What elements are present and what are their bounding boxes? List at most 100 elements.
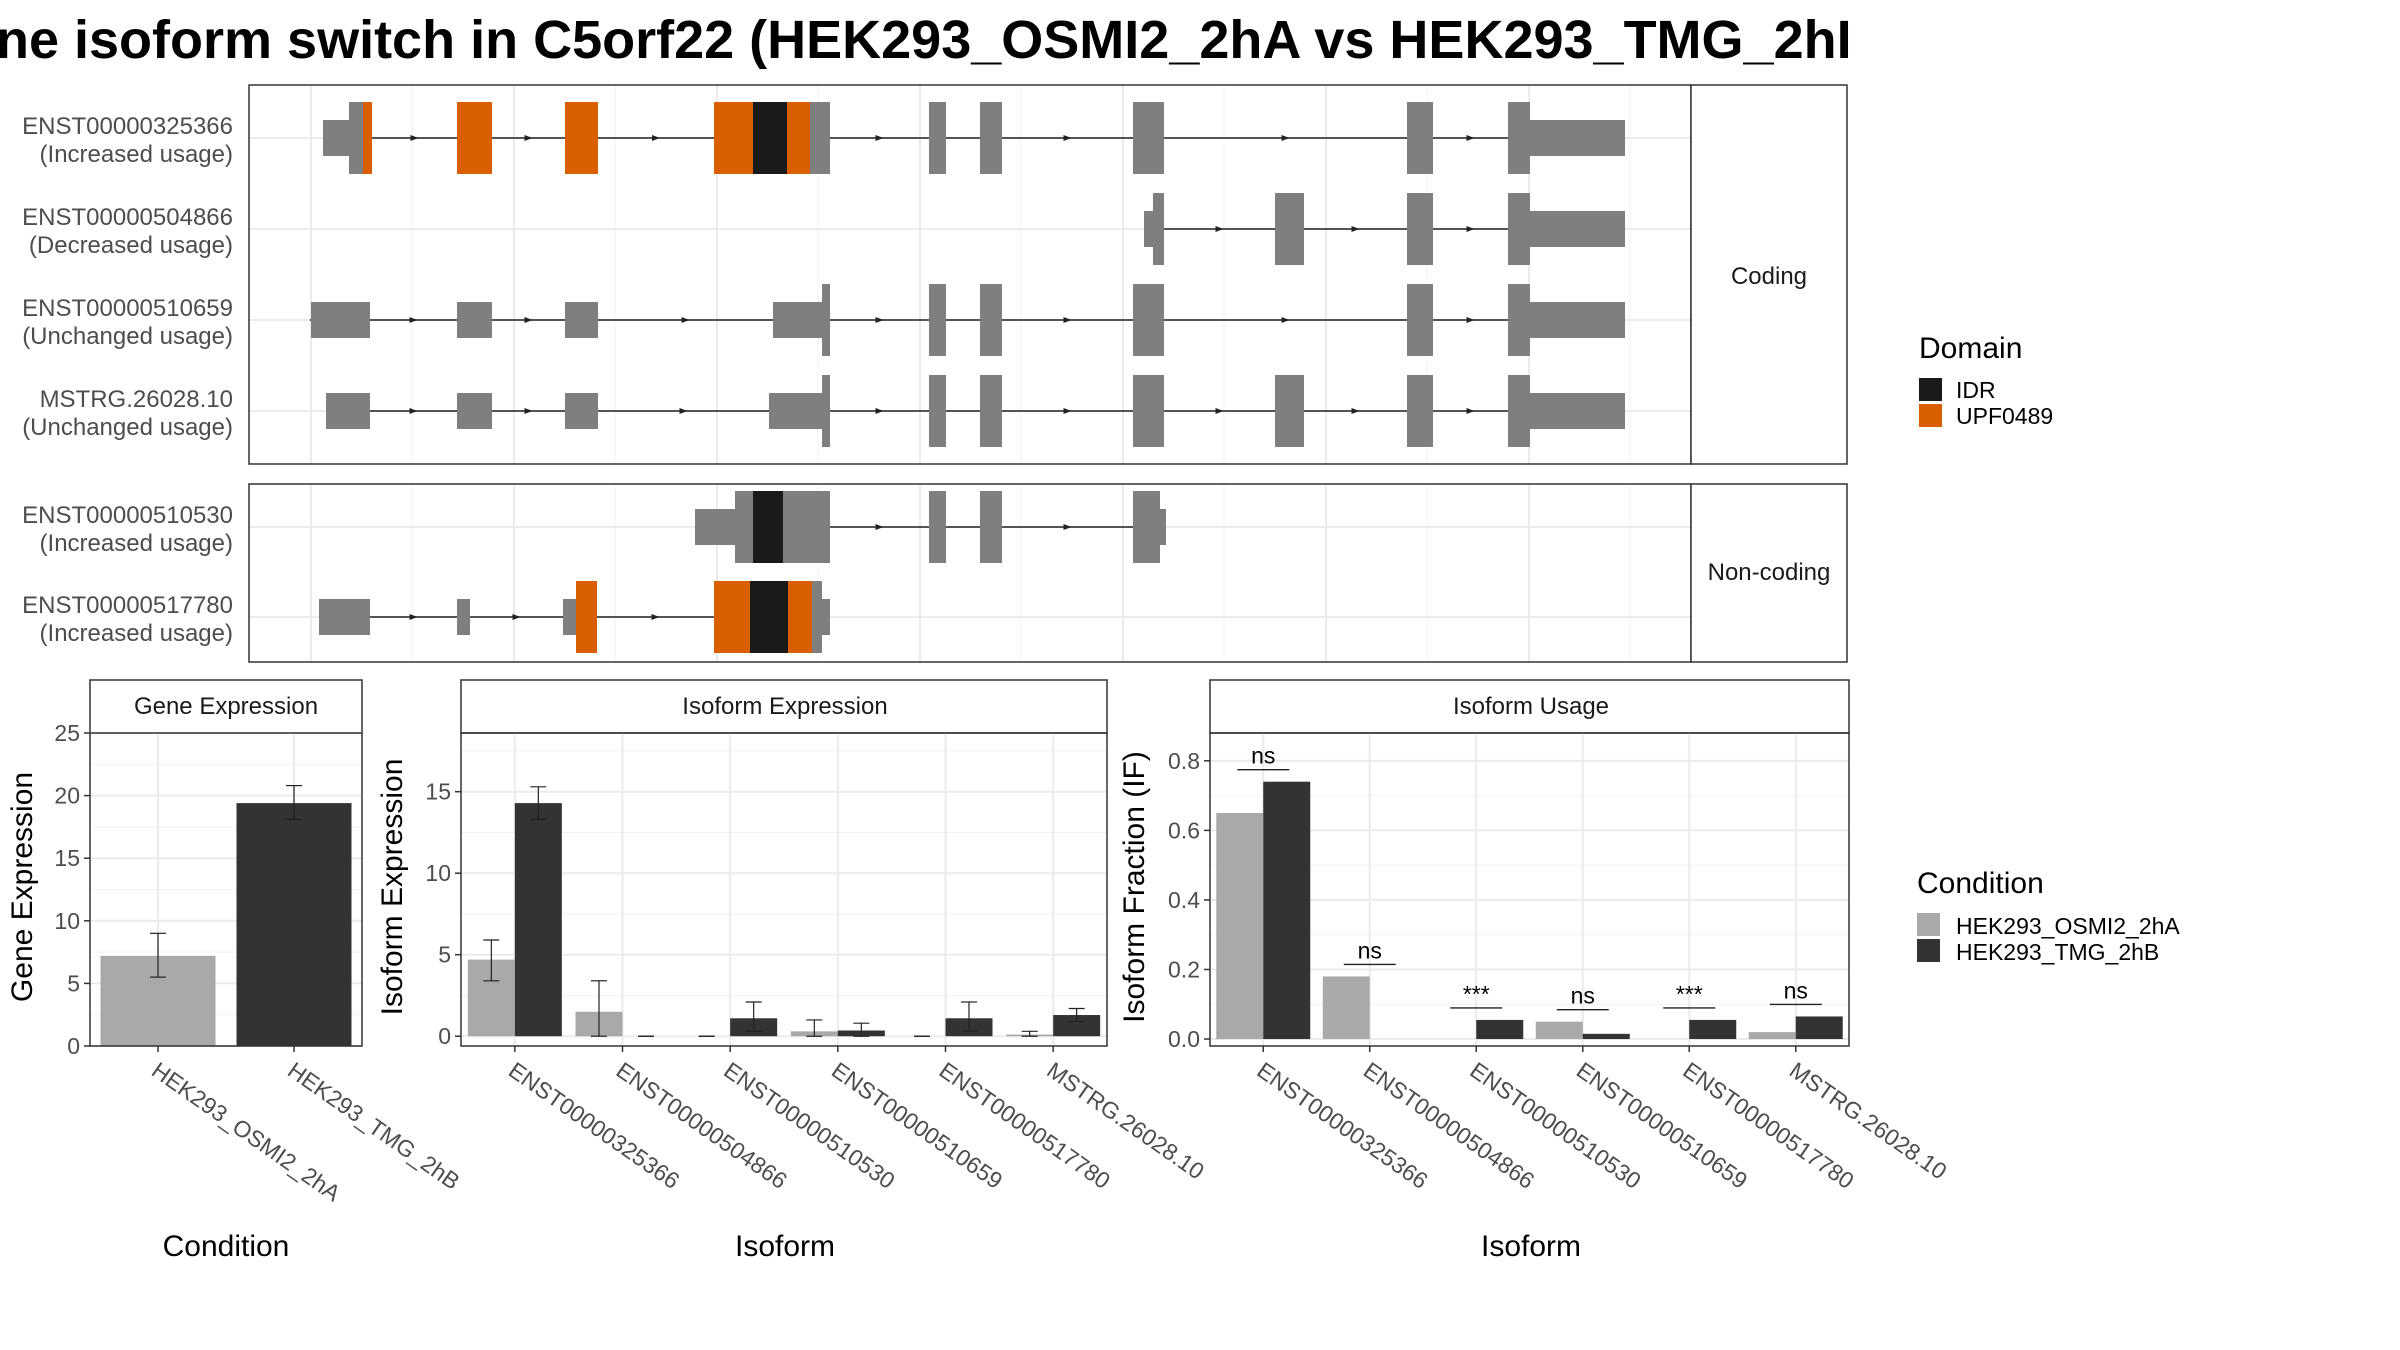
significance-label: ns [1784, 977, 1808, 1003]
exon-block [822, 375, 830, 447]
transcript-structure-area: Coding Non-coding ENST00000325366 (Incre… [22, 84, 1848, 663]
intron-arrow [1466, 317, 1475, 323]
bar [1795, 1016, 1843, 1040]
legend-swatch-condition-1 [1917, 913, 1940, 936]
exon-block [1508, 193, 1530, 265]
y-tick-label: 0.2 [1168, 956, 1200, 982]
significance-label: ns [1358, 937, 1382, 963]
exon-block [565, 393, 598, 429]
y-tick-label: 10 [425, 860, 451, 886]
intron-arrow [1063, 317, 1072, 323]
transcript-usage-label: (Decreased usage) [29, 232, 233, 259]
coding-strip [1690, 84, 1848, 465]
x-tick-label: ENST00000510530 [1465, 1057, 1645, 1194]
idr-domain-block [753, 491, 783, 563]
exon-block [1144, 211, 1153, 247]
domain-legend-title: Domain [1919, 332, 2022, 365]
transcript-usage-label: (Increased usage) [40, 620, 233, 647]
y-tick-label: 0.6 [1168, 817, 1200, 843]
transcript-id-label: ENST00000517780 [22, 592, 233, 619]
exon-block [929, 375, 946, 447]
transcript-id-label: ENST00000325366 [22, 113, 233, 140]
condition-legend: Condition HEK293_OSMI2_2hA HEK293_TMG_2h… [1917, 867, 2180, 965]
exon-block [1160, 509, 1166, 545]
transcript-id-label: MSTRG.26028.10 [40, 386, 233, 413]
legend-swatch-upf0489 [1919, 404, 1942, 427]
bar [1476, 1019, 1524, 1040]
noncoding-strip [1690, 483, 1848, 663]
isoform-usage-strip-title: Isoform Usage [1453, 693, 1609, 720]
transcript-usage-label: (Unchanged usage) [22, 323, 233, 350]
legend-label-idr: IDR [1956, 377, 1996, 403]
transcript-usage-label: (Increased usage) [40, 141, 233, 168]
upf0489-domain-block [714, 102, 753, 174]
significance-label: *** [1463, 981, 1490, 1007]
intron-arrow [1466, 135, 1475, 141]
exon-block [812, 581, 822, 653]
exon-block [319, 599, 370, 635]
intron-arrow [681, 317, 690, 323]
exon-block [1508, 102, 1530, 174]
exon-block [695, 509, 735, 545]
significance-label: ns [1251, 743, 1275, 769]
isoform-expression-strip-title: Isoform Expression [682, 693, 887, 720]
exon-block [773, 302, 822, 338]
exon-block [1133, 375, 1164, 447]
gene-expression-strip-title: Gene Expression [134, 693, 318, 720]
exon-block [783, 491, 830, 563]
exon-block [1508, 375, 1530, 447]
exon-block [1407, 102, 1433, 174]
exon-block [1133, 284, 1164, 356]
exon-block [349, 102, 363, 174]
figure-title: ne isoform switch in C5orf22 (HEK293_OSM… [0, 10, 1852, 70]
exon-block [980, 491, 1002, 563]
transcript-id-label: ENST00000510530 [22, 502, 233, 529]
noncoding-strip-label: Non-coding [1708, 559, 1831, 586]
upf0489-domain-block [576, 581, 597, 653]
exon-block [1407, 193, 1433, 265]
upf0489-domain-block [363, 102, 372, 174]
bar [1053, 1015, 1101, 1037]
significance-label: *** [1676, 981, 1703, 1007]
intron-arrow [512, 614, 521, 620]
coding-strip-label: Coding [1731, 263, 1807, 290]
isoform-usage-chart: ns ns *** ns *** ns 0.0 0.2 0.4 0.6 0.8 ENST0000032… [1168, 679, 1952, 1194]
exon-block [1275, 193, 1304, 265]
exon-block [929, 284, 946, 356]
isoform-expression-x-axis-title: Isoform [735, 1230, 835, 1263]
upf0489-domain-block [714, 581, 750, 653]
intron-arrow [524, 135, 533, 141]
y-tick-label: 0.0 [1168, 1026, 1200, 1052]
panel-border [460, 732, 1108, 1047]
upf0489-domain-block [565, 102, 598, 174]
y-tick-label: 10 [54, 908, 80, 934]
legend-label-condition-2: HEK293_TMG_2hB [1956, 939, 2159, 965]
bar [1535, 1021, 1583, 1040]
domain-legend: Domain IDR UPF0489 [1919, 332, 2053, 429]
bar [1263, 781, 1311, 1040]
bar [1689, 1019, 1737, 1040]
intron-arrow [1281, 135, 1290, 141]
bar [1748, 1032, 1796, 1040]
upf0489-domain-block [457, 102, 492, 174]
bar [1582, 1033, 1630, 1040]
exon-block [929, 491, 946, 563]
legend-swatch-condition-2 [1917, 939, 1940, 962]
intron-arrow [524, 317, 533, 323]
intron-arrow [410, 135, 419, 141]
transcript-usage-label: (Increased usage) [40, 530, 233, 557]
y-tick-label: 0.8 [1168, 748, 1200, 774]
intron-arrow [409, 317, 418, 323]
plot-panel [461, 733, 1107, 1046]
significance-label: ns [1571, 983, 1595, 1009]
exon-block [1530, 302, 1625, 338]
panel-strip [460, 679, 1108, 734]
noncoding-transcripts [319, 491, 1166, 653]
intron-arrow [875, 408, 884, 414]
exon-block [563, 599, 576, 635]
bar [1322, 976, 1370, 1040]
intron-arrow [409, 614, 418, 620]
legend-label-condition-1: HEK293_OSMI2_2hA [1956, 913, 2180, 939]
panel-border [1209, 732, 1850, 1047]
legend-label-upf0489: UPF0489 [1956, 403, 2053, 429]
